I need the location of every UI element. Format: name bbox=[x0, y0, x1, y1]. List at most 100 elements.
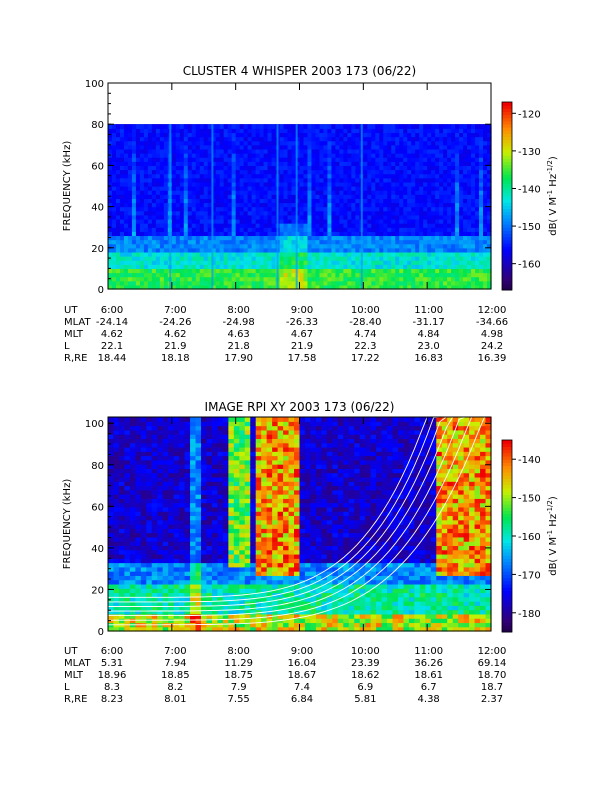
overlay-curve bbox=[108, 416, 491, 621]
ephemeris-value: 16.83 bbox=[414, 353, 443, 364]
ephemeris-value: 6:00 bbox=[101, 646, 123, 657]
spectrogram-image bbox=[108, 417, 492, 632]
ephemeris-value: 11.29 bbox=[224, 658, 253, 669]
ephemeris-value: 22.3 bbox=[354, 341, 376, 352]
ephemeris-value: 7.55 bbox=[228, 694, 250, 705]
ephemeris-value: 18.61 bbox=[414, 670, 443, 681]
y-tick-label: 20 bbox=[91, 244, 104, 255]
ephemeris-value: 24.2 bbox=[481, 341, 503, 352]
ephemeris-value: 4.38 bbox=[418, 694, 440, 705]
ephemeris-value: 23.0 bbox=[418, 341, 440, 352]
colorbar-tick-label: -130 bbox=[518, 147, 541, 158]
y-tick-label: 0 bbox=[98, 627, 104, 638]
ephemeris-value: 4.98 bbox=[481, 329, 503, 340]
ephemeris-value: 4.74 bbox=[354, 329, 376, 340]
colorbar: -140 -150 -160 -170 -180 dB( V M-1 Hz-1/2) bbox=[501, 439, 559, 633]
colorbar-tick-label: -160 bbox=[518, 532, 541, 543]
y-tick-label: 80 bbox=[91, 120, 104, 131]
colorbar-tick-label: -160 bbox=[518, 260, 541, 271]
ephemeris-table: UT 6:00 7:00 8:00 9:00 10:00 11:00 12:00 MLAT -24… bbox=[64, 305, 508, 364]
chart-title: IMAGE RPI XY 2003 173 (06/22) bbox=[205, 400, 395, 414]
y-tick-label: 100 bbox=[85, 419, 104, 430]
y-tick-label: 0 bbox=[98, 285, 104, 296]
ephemeris-value: 16.39 bbox=[478, 353, 507, 364]
ephemeris-value: 17.90 bbox=[224, 353, 253, 364]
ephemeris-value: 18.85 bbox=[161, 670, 190, 681]
ephemeris-value: -24.98 bbox=[223, 317, 255, 328]
ephemeris-value: -26.33 bbox=[286, 317, 318, 328]
colorbar-tick-label: -120 bbox=[518, 109, 541, 120]
ephemeris-row-label: R,RE bbox=[64, 694, 87, 705]
ephemeris-row-label: UT bbox=[64, 646, 78, 657]
ephemeris-value: 8:00 bbox=[227, 305, 249, 316]
ephemeris-value: 17.58 bbox=[288, 353, 317, 364]
ephemeris-value: 6.7 bbox=[421, 682, 437, 693]
ephemeris-value: 21.9 bbox=[164, 341, 186, 352]
y-tick-label: 60 bbox=[91, 161, 104, 172]
ephemeris-row-label: L bbox=[64, 341, 70, 352]
ephemeris-value: 18.7 bbox=[481, 682, 503, 693]
ephemeris-value: 21.9 bbox=[291, 341, 313, 352]
ephemeris-value: 12:00 bbox=[478, 305, 507, 316]
colorbar: -120 -130 -140 -150 -160 dB( V M-1 Hz-1/2) bbox=[501, 101, 559, 291]
ephemeris-value: 10:00 bbox=[351, 646, 380, 657]
ephemeris-value: 18.70 bbox=[478, 670, 507, 681]
colorbar-tick-label: -180 bbox=[518, 609, 541, 620]
y-axis-label: FREQUENCY (kHz) bbox=[62, 141, 73, 232]
y-tick-label: 40 bbox=[91, 544, 104, 555]
spectrogram-image bbox=[108, 83, 492, 290]
ephemeris-value: -31.17 bbox=[413, 317, 445, 328]
ephemeris-value: 18.18 bbox=[161, 353, 190, 364]
chart-title: CLUSTER 4 WHISPER 2003 173 (06/22) bbox=[183, 64, 416, 78]
ephemeris-value: 7.94 bbox=[164, 658, 186, 669]
y-axis-label: FREQUENCY (kHz) bbox=[62, 479, 73, 570]
ephemeris-value: 6.84 bbox=[291, 694, 313, 705]
colorbar-tick-label: -150 bbox=[518, 494, 541, 505]
colorbar-label: dB( V M-1 Hz-1/2) bbox=[546, 496, 559, 576]
ephemeris-row-label: R,RE bbox=[64, 353, 87, 364]
ephemeris-value: 11:00 bbox=[414, 646, 443, 657]
ephemeris-row-label: MLAT bbox=[64, 317, 91, 328]
ephemeris-value: 7.4 bbox=[294, 682, 310, 693]
ephemeris-value: 8.01 bbox=[164, 694, 186, 705]
ephemeris-value: 8.3 bbox=[104, 682, 120, 693]
ephemeris-value: 2.37 bbox=[481, 694, 503, 705]
ephemeris-value: 21.8 bbox=[228, 341, 250, 352]
colorbar-tick-label: -140 bbox=[518, 184, 541, 195]
y-tick-label: 40 bbox=[91, 203, 104, 214]
colorbar-label: dB( V M-1 Hz-1/2) bbox=[546, 156, 559, 236]
ephemeris-value: 9:00 bbox=[291, 305, 313, 316]
ephemeris-value: 8.23 bbox=[101, 694, 123, 705]
ephemeris-value: 9:00 bbox=[291, 646, 313, 657]
y-tick-label: 80 bbox=[91, 461, 104, 472]
ephemeris-value: 6:00 bbox=[101, 305, 123, 316]
ephemeris-value: 7:00 bbox=[164, 305, 186, 316]
y-tick-label: 60 bbox=[91, 502, 104, 513]
ephemeris-value: 4.84 bbox=[418, 329, 440, 340]
ephemeris-value: 6.9 bbox=[357, 682, 373, 693]
ephemeris-value: 4.67 bbox=[291, 329, 313, 340]
ephemeris-value: 22.1 bbox=[101, 341, 123, 352]
image-rpi-panel: IMAGE RPI XY 2003 173 (06/22) 0 20 40 60 80 10… bbox=[62, 400, 559, 705]
ephemeris-value: 18.96 bbox=[98, 670, 127, 681]
ephemeris-value: 5.81 bbox=[354, 694, 376, 705]
ephemeris-value: 18.75 bbox=[224, 670, 253, 681]
ephemeris-value: -24.14 bbox=[96, 317, 128, 328]
ephemeris-value: 8:00 bbox=[227, 646, 249, 657]
y-tick-label: 100 bbox=[85, 79, 104, 90]
y-tick-label: 20 bbox=[91, 585, 104, 596]
ephemeris-value: 23.39 bbox=[351, 658, 380, 669]
ephemeris-value: 16.04 bbox=[288, 658, 317, 669]
ephemeris-value: -28.40 bbox=[349, 317, 381, 328]
overlay-curve bbox=[108, 416, 491, 612]
ephemeris-value: 18.67 bbox=[288, 670, 317, 681]
ephemeris-value: 8.2 bbox=[167, 682, 183, 693]
ephemeris-value: 4.62 bbox=[101, 329, 123, 340]
cluster-whisper-panel: CLUSTER 4 WHISPER 2003 173 (06/22) 0 20 40 6… bbox=[62, 64, 559, 364]
colorbar-tick-label: -170 bbox=[518, 570, 541, 581]
overlay-curve bbox=[108, 416, 491, 617]
colorbar-tick-label: -140 bbox=[518, 455, 541, 466]
ephemeris-value: 18.44 bbox=[98, 353, 127, 364]
ephemeris-value: 10:00 bbox=[351, 305, 380, 316]
